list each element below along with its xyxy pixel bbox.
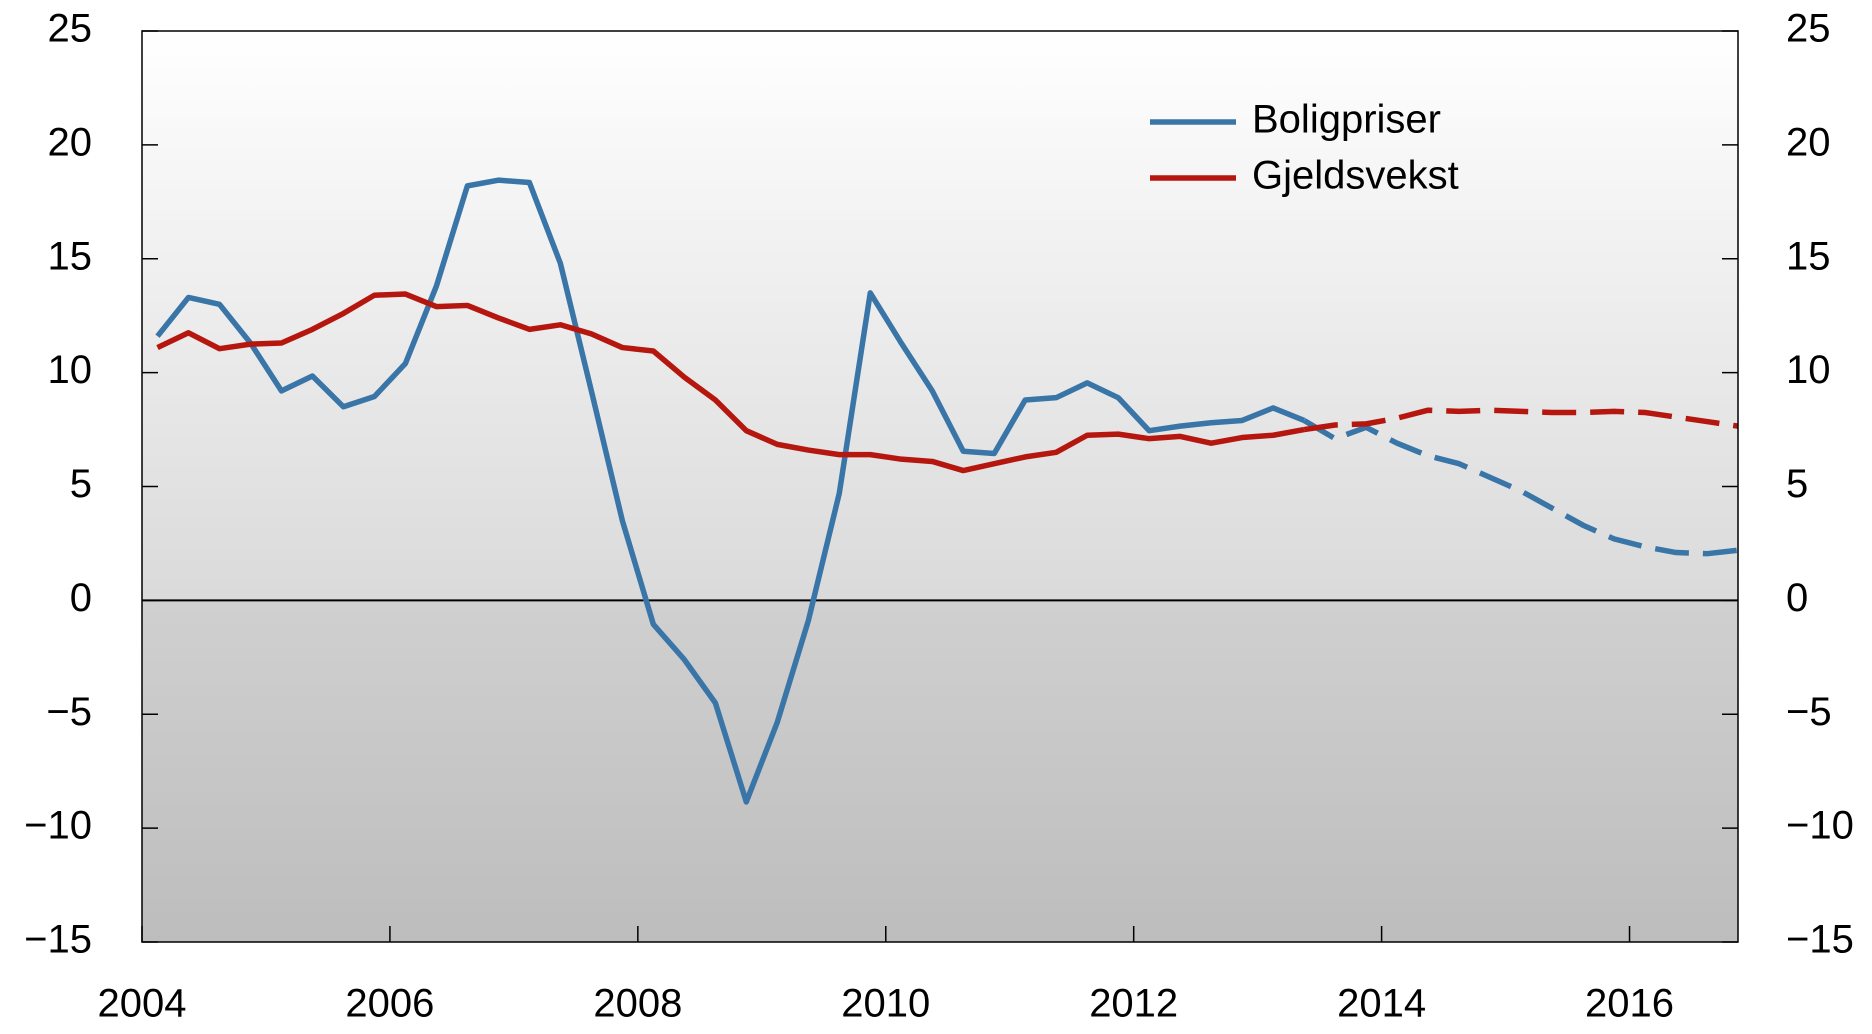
plot-frame	[141, 30, 1739, 943]
x-tick-label: 2016	[1585, 982, 1674, 1026]
y-tick-label: −10	[24, 804, 92, 848]
data-line	[155, 177, 1306, 805]
y-tick-label: 10	[48, 348, 93, 392]
y-tick-label: −5	[46, 690, 92, 734]
y2-tick-label: 5	[1786, 462, 1808, 506]
x-tick-label: 2012	[1089, 982, 1178, 1026]
forecast-line	[1302, 418, 1739, 557]
y2-tick-label: −5	[1786, 690, 1832, 734]
x-tick-label: 2006	[345, 982, 434, 1026]
y-tick-label: −15	[24, 918, 92, 962]
plot-bg-upper	[142, 31, 1738, 601]
y2-tick-label: 20	[1786, 120, 1831, 164]
y2-tick-label: −15	[1786, 918, 1854, 962]
y2-tick-label: −10	[1786, 804, 1854, 848]
legend-label: Gjeldsvekst	[1252, 154, 1459, 198]
legend-label: Boligpriser	[1252, 98, 1441, 142]
y-tick-label: 15	[48, 234, 93, 278]
x-tick-label: 2010	[841, 982, 930, 1026]
y-tick-label: 25	[48, 7, 93, 51]
y2-tick-label: 25	[1786, 7, 1831, 51]
plot-bg-lower	[142, 600, 1738, 942]
y-tick-label: 20	[48, 120, 93, 164]
x-tick-label: 2004	[98, 982, 187, 1026]
y-tick-label: 5	[70, 462, 92, 506]
y2-tick-label: 15	[1786, 234, 1831, 278]
x-tick-label: 2008	[593, 982, 682, 1026]
y2-tick-label: 10	[1786, 348, 1831, 392]
y-tick-label: 0	[70, 576, 92, 620]
data-line	[156, 291, 1305, 474]
forecast-line	[1303, 407, 1739, 433]
y2-tick-label: 0	[1786, 576, 1808, 620]
x-tick-label: 2014	[1337, 982, 1426, 1026]
